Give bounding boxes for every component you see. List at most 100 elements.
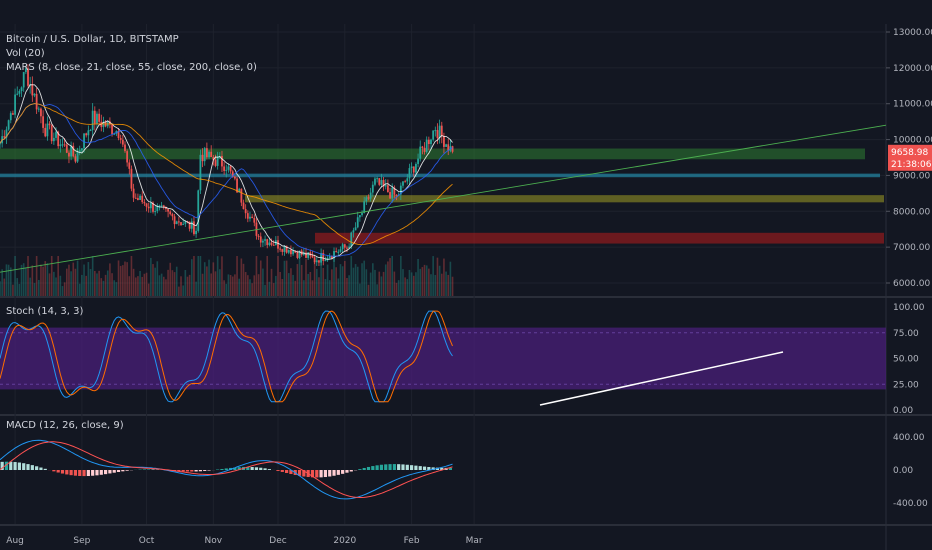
candle-body: [5, 129, 8, 138]
candle-body: [93, 110, 96, 124]
volume-bar: [309, 272, 312, 296]
stoch-tick-label: 0.00: [893, 406, 913, 416]
candle-body: [190, 221, 193, 229]
volume-bar: [268, 281, 271, 296]
candle-body: [270, 242, 273, 245]
volume-bar: [195, 281, 197, 296]
volume-bars: [0, 256, 454, 296]
volume-bar: [430, 274, 432, 296]
candle-body: [408, 168, 411, 179]
candle-body: [98, 113, 101, 122]
volume-legend: Vol (20): [6, 48, 45, 59]
volume-bar: [188, 274, 191, 296]
candle-body: [173, 216, 176, 225]
candle-body: [59, 144, 62, 147]
volume-bar: [315, 268, 318, 296]
volume-bar: [5, 264, 8, 296]
volume-bar: [425, 265, 428, 296]
volume-bar: [361, 263, 363, 296]
macd-hist-bar: [379, 464, 384, 470]
volume-bar: [119, 265, 122, 296]
macd-hist-bar: [358, 469, 362, 470]
macd-hist-bar: [263, 468, 267, 470]
volume-bar: [290, 268, 292, 296]
candle-body: [152, 202, 154, 212]
candle-body: [296, 252, 299, 258]
candle-body: [404, 181, 407, 183]
candle-body: [281, 249, 284, 252]
volume-bar: [167, 269, 169, 296]
volume-bar: [234, 274, 236, 296]
macd-hist-bar: [82, 470, 86, 477]
candle-body: [210, 151, 213, 158]
macd-hist-bar: [254, 467, 259, 470]
volume-bar: [117, 260, 120, 296]
candle-body: [74, 156, 77, 162]
candle-body: [145, 203, 148, 207]
macd-hist-bar: [224, 468, 228, 470]
candle-body: [363, 201, 366, 213]
volume-bar: [277, 256, 279, 296]
candle-body: [70, 145, 73, 157]
candle-body: [203, 148, 206, 162]
candle-body: [374, 178, 376, 185]
chart-title: Bitcoin / U.S. Dollar, 1D, BITSTAMP: [6, 34, 179, 45]
macd-hist-bar: [410, 465, 414, 470]
volume-bar: [339, 264, 342, 296]
volume-bar: [313, 260, 316, 296]
volume-bar: [449, 261, 452, 296]
x-tick-label: 2020: [333, 536, 356, 546]
volume-bar: [132, 268, 135, 296]
volume-bar: [109, 263, 111, 296]
stoch-tick-label: 50.00: [893, 355, 919, 365]
macd-hist-bar: [418, 466, 422, 470]
candle-body: [7, 120, 10, 130]
macd-hist-bar: [73, 470, 78, 476]
volume-bar: [283, 260, 286, 296]
candle-body: [91, 110, 94, 131]
volume-bar: [137, 276, 139, 296]
volume-bar: [111, 273, 113, 296]
volume-bar: [31, 265, 34, 296]
macd-hist-bar: [336, 470, 340, 475]
candle-body: [430, 139, 432, 145]
volume-bar: [96, 273, 98, 296]
volume-bar: [352, 267, 355, 296]
volume-bar: [272, 283, 275, 296]
candle-body: [87, 130, 90, 136]
volume-bar: [438, 265, 441, 296]
volume-bar: [182, 285, 184, 296]
volume-bar: [178, 286, 180, 296]
candle-body: [279, 248, 282, 250]
olive-zone: [245, 195, 884, 203]
candle-body: [240, 188, 243, 203]
volume-bar: [12, 284, 14, 296]
macd-hist-bar: [43, 468, 47, 470]
candle-body: [417, 158, 419, 164]
volume-bar: [247, 275, 249, 296]
candle-body: [447, 144, 450, 151]
volume-bar: [29, 277, 31, 296]
candle-body: [268, 242, 271, 246]
macd-hist-bar: [56, 470, 60, 473]
volume-bar: [162, 276, 165, 296]
candle-body: [402, 181, 404, 186]
volume-bar: [81, 274, 83, 296]
volume-bar: [143, 273, 146, 296]
volume-bar: [175, 266, 178, 296]
candle-body: [335, 251, 338, 253]
macd-hist-bar: [250, 467, 254, 470]
volume-bar: [415, 272, 417, 296]
candle-body: [311, 255, 314, 258]
candle-body: [182, 223, 185, 225]
price-tick-label: 11000.00: [893, 100, 932, 110]
volume-bar: [190, 259, 193, 296]
stoch-legend: Stoch (14, 3, 3): [6, 306, 84, 317]
macd-hist-bar: [69, 470, 73, 476]
macd-hist-bar: [95, 470, 99, 476]
volume-bar: [171, 270, 174, 296]
candle-body: [350, 232, 353, 247]
candle-body: [313, 257, 316, 263]
volume-bar: [25, 267, 27, 296]
